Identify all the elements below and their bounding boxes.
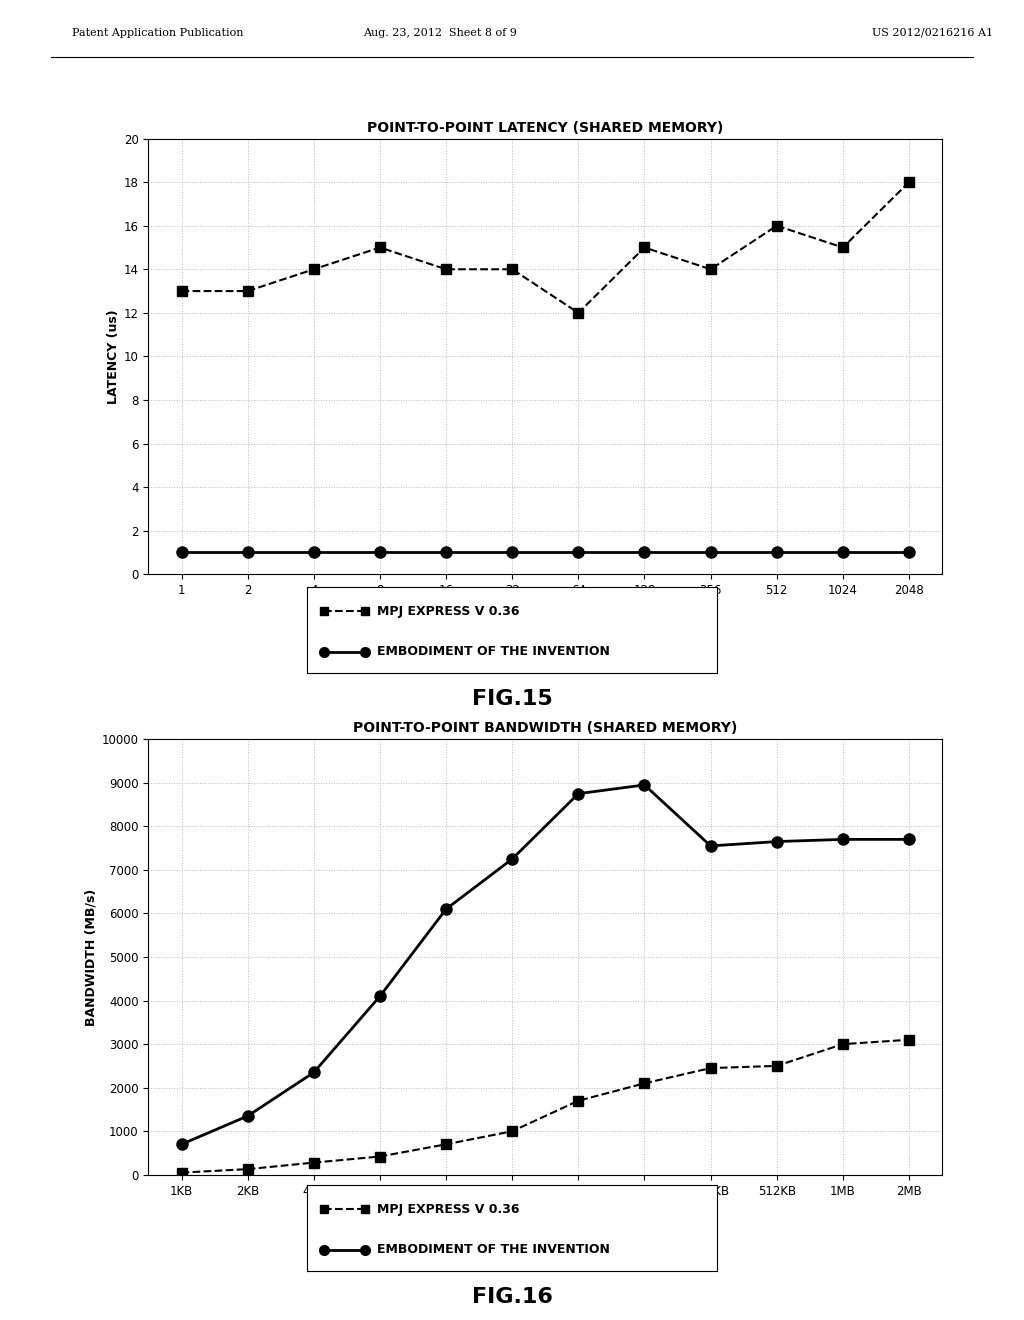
Text: US 2012/0216216 A1: US 2012/0216216 A1: [872, 28, 993, 38]
Text: Patent Application Publication: Patent Application Publication: [72, 28, 243, 38]
X-axis label: MESSAGE SIZE: MESSAGE SIZE: [495, 1201, 596, 1214]
X-axis label: MESSAGE SIZE (BYTES): MESSAGE SIZE (BYTES): [464, 601, 627, 614]
Text: FIG.16: FIG.16: [472, 1287, 552, 1307]
Text: EMBODIMENT OF THE INVENTION: EMBODIMENT OF THE INVENTION: [377, 1243, 609, 1257]
Text: EMBODIMENT OF THE INVENTION: EMBODIMENT OF THE INVENTION: [377, 645, 609, 659]
Text: FIG.15: FIG.15: [472, 689, 552, 709]
Y-axis label: BANDWIDTH (MB/s): BANDWIDTH (MB/s): [85, 888, 97, 1026]
Title: POINT-TO-POINT LATENCY (SHARED MEMORY): POINT-TO-POINT LATENCY (SHARED MEMORY): [367, 120, 724, 135]
Y-axis label: LATENCY (us): LATENCY (us): [106, 309, 120, 404]
Text: MPJ EXPRESS V 0.36: MPJ EXPRESS V 0.36: [377, 1203, 519, 1216]
Title: POINT-TO-POINT BANDWIDTH (SHARED MEMORY): POINT-TO-POINT BANDWIDTH (SHARED MEMORY): [353, 721, 737, 735]
Text: Aug. 23, 2012  Sheet 8 of 9: Aug. 23, 2012 Sheet 8 of 9: [364, 28, 517, 38]
Text: MPJ EXPRESS V 0.36: MPJ EXPRESS V 0.36: [377, 605, 519, 618]
